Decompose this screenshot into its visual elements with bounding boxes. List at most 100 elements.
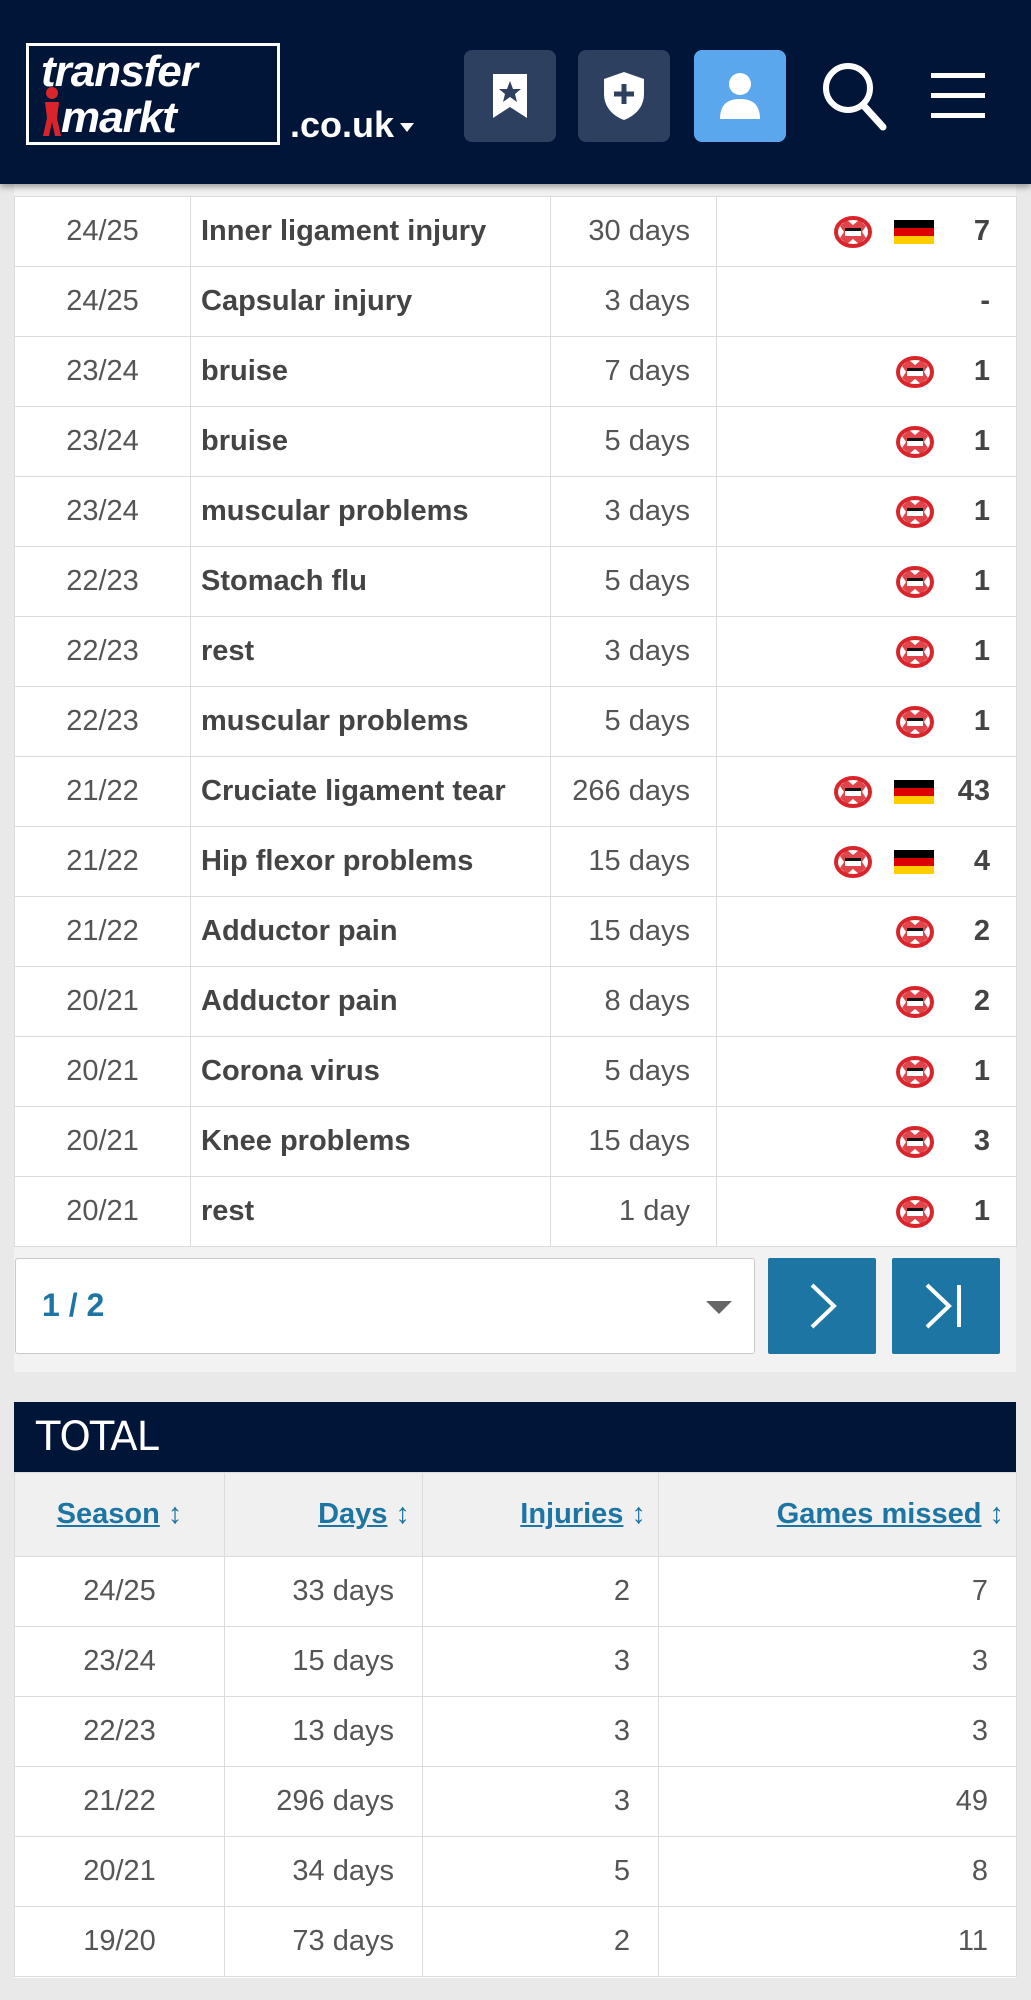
sort-icon: ↕ — [167, 1498, 183, 1530]
last-page-button[interactable] — [892, 1258, 1000, 1354]
injury-name: Hip flexor problems — [190, 826, 551, 897]
next-page-button[interactable] — [768, 1258, 876, 1354]
injury-days: 15 days — [550, 1106, 717, 1177]
germany-flag-icon[interactable] — [894, 849, 934, 874]
games-missed-cell: 1 — [717, 705, 990, 738]
bayer-leverkusen-crest-icon[interactable] — [896, 1195, 934, 1228]
injury-row: 20/21 rest 1 day 1 — [14, 1176, 1017, 1247]
bayer-leverkusen-crest-icon[interactable] — [896, 985, 934, 1018]
logo-player-icon — [43, 87, 61, 136]
injury-table: 24/25 Inner ligament injury 30 days 7 24/25 C… — [14, 196, 1017, 1247]
bayer-leverkusen-crest-icon[interactable] — [896, 1125, 934, 1158]
germany-flag-icon[interactable] — [894, 219, 934, 244]
injury-season: 22/23 — [14, 686, 191, 757]
injury-row: 22/23 Stomach flu 5 days 1 — [14, 546, 1017, 617]
games-missed-value: 1 — [973, 565, 990, 597]
injury-row: 20/21 Corona virus 5 days 1 — [14, 1036, 1017, 1107]
total-injuries: 2 — [422, 1556, 659, 1627]
total-row: 20/21 34 days 5 8 — [14, 1836, 1017, 1907]
games-missed-value: 1 — [973, 1055, 990, 1087]
sort-injuries-header[interactable]: Injuries ↕ — [422, 1472, 659, 1557]
injury-name: Corona virus — [190, 1036, 551, 1107]
total-injuries: 3 — [422, 1696, 659, 1767]
total-row: 19/20 73 days 2 11 — [14, 1906, 1017, 1977]
injury-days: 8 days — [550, 966, 717, 1037]
club-favorites-button[interactable] — [578, 50, 670, 142]
games-missed-value: 1 — [973, 705, 990, 737]
games-missed-cell: 1 — [717, 495, 990, 528]
injury-days: 3 days — [550, 616, 717, 687]
watchlist-button[interactable] — [464, 50, 556, 142]
germany-flag-icon[interactable] — [894, 779, 934, 804]
total-season: 22/23 — [14, 1696, 225, 1767]
site-header: transfer markt .co.uk — [0, 0, 1031, 184]
games-missed-cell: 1 — [717, 635, 990, 668]
injury-season: 24/25 — [14, 266, 191, 337]
games-missed-cell: 2 — [717, 985, 990, 1018]
bayer-leverkusen-crest-icon[interactable] — [896, 1055, 934, 1088]
injury-row: 24/25 Capsular injury 3 days - — [14, 266, 1017, 337]
total-games-missed: 8 — [658, 1836, 1017, 1907]
injury-season: 23/24 — [14, 406, 191, 477]
injury-days: 5 days — [550, 546, 717, 617]
page-select[interactable]: 1 / 2 — [15, 1258, 755, 1354]
sort-icon: ↕ — [989, 1498, 1005, 1530]
bayer-leverkusen-crest-icon[interactable] — [896, 705, 934, 738]
sort-season-header[interactable]: Season ↕ — [14, 1472, 225, 1557]
total-days: 73 days — [224, 1906, 423, 1977]
games-missed-value: 4 — [973, 845, 990, 877]
injury-games: 1 — [716, 686, 1017, 757]
bayer-leverkusen-crest-icon[interactable] — [896, 425, 934, 458]
injury-days: 5 days — [550, 406, 717, 477]
injury-games: 2 — [716, 896, 1017, 967]
bayer-leverkusen-crest-icon[interactable] — [834, 845, 872, 878]
menu-button[interactable] — [918, 56, 998, 136]
injury-row: 21/22 Adductor pain 15 days 2 — [14, 896, 1017, 967]
menu-icon — [931, 73, 985, 118]
search-button[interactable] — [814, 56, 894, 136]
bayer-leverkusen-crest-icon[interactable] — [834, 215, 872, 248]
games-missed-cell: 1 — [717, 355, 990, 388]
sort-season-label: Season — [56, 1498, 160, 1530]
logo-text-transfer: transfer — [41, 47, 198, 96]
sort-injuries-label: Injuries — [520, 1498, 624, 1530]
injury-row: 20/21 Adductor pain 8 days 2 — [14, 966, 1017, 1037]
injury-name: Adductor pain — [190, 966, 551, 1037]
total-season: 19/20 — [14, 1906, 225, 1977]
sort-icon: ↕ — [395, 1498, 411, 1530]
injury-season: 21/22 — [14, 826, 191, 897]
domain-label: .co.uk — [290, 104, 395, 145]
games-missed-cell: 4 — [717, 845, 990, 878]
total-row: 23/24 15 days 3 3 — [14, 1626, 1017, 1697]
games-missed-value: 2 — [973, 915, 990, 947]
domain-selector[interactable]: .co.uk — [290, 104, 415, 146]
games-missed-cell: 1 — [717, 1055, 990, 1088]
transfermarkt-logo[interactable]: transfer markt — [26, 43, 280, 145]
total-season: 20/21 — [14, 1836, 225, 1907]
sort-days-header[interactable]: Days ↕ — [224, 1472, 423, 1557]
injury-name: muscular problems — [190, 686, 551, 757]
bayer-leverkusen-crest-icon[interactable] — [896, 355, 934, 388]
injury-season: 23/24 — [14, 476, 191, 547]
injury-row: 23/24 muscular problems 3 days 1 — [14, 476, 1017, 547]
total-row: 21/22 296 days 3 49 — [14, 1766, 1017, 1837]
sort-icon: ↕ — [631, 1498, 647, 1530]
bayer-leverkusen-crest-icon[interactable] — [896, 495, 934, 528]
bayer-leverkusen-crest-icon[interactable] — [896, 635, 934, 668]
injury-name: Capsular injury — [190, 266, 551, 337]
search-icon — [823, 63, 887, 131]
injury-name: bruise — [190, 406, 551, 477]
total-card: TOTAL Season ↕ Days ↕ Injuries ↕ Games m… — [14, 1402, 1017, 1978]
injury-row: 23/24 bruise 5 days 1 — [14, 406, 1017, 477]
sort-games-header[interactable]: Games missed ↕ — [658, 1472, 1017, 1557]
injury-name: Knee problems — [190, 1106, 551, 1177]
bayer-leverkusen-crest-icon[interactable] — [896, 565, 934, 598]
bayer-leverkusen-crest-icon[interactable] — [896, 915, 934, 948]
account-button[interactable] — [694, 50, 786, 142]
bayer-leverkusen-crest-icon[interactable] — [834, 775, 872, 808]
injury-days: 5 days — [550, 1036, 717, 1107]
injury-row: 23/24 bruise 7 days 1 — [14, 336, 1017, 407]
total-season: 21/22 — [14, 1766, 225, 1837]
injury-season: 21/22 — [14, 756, 191, 827]
injury-season: 22/23 — [14, 546, 191, 617]
